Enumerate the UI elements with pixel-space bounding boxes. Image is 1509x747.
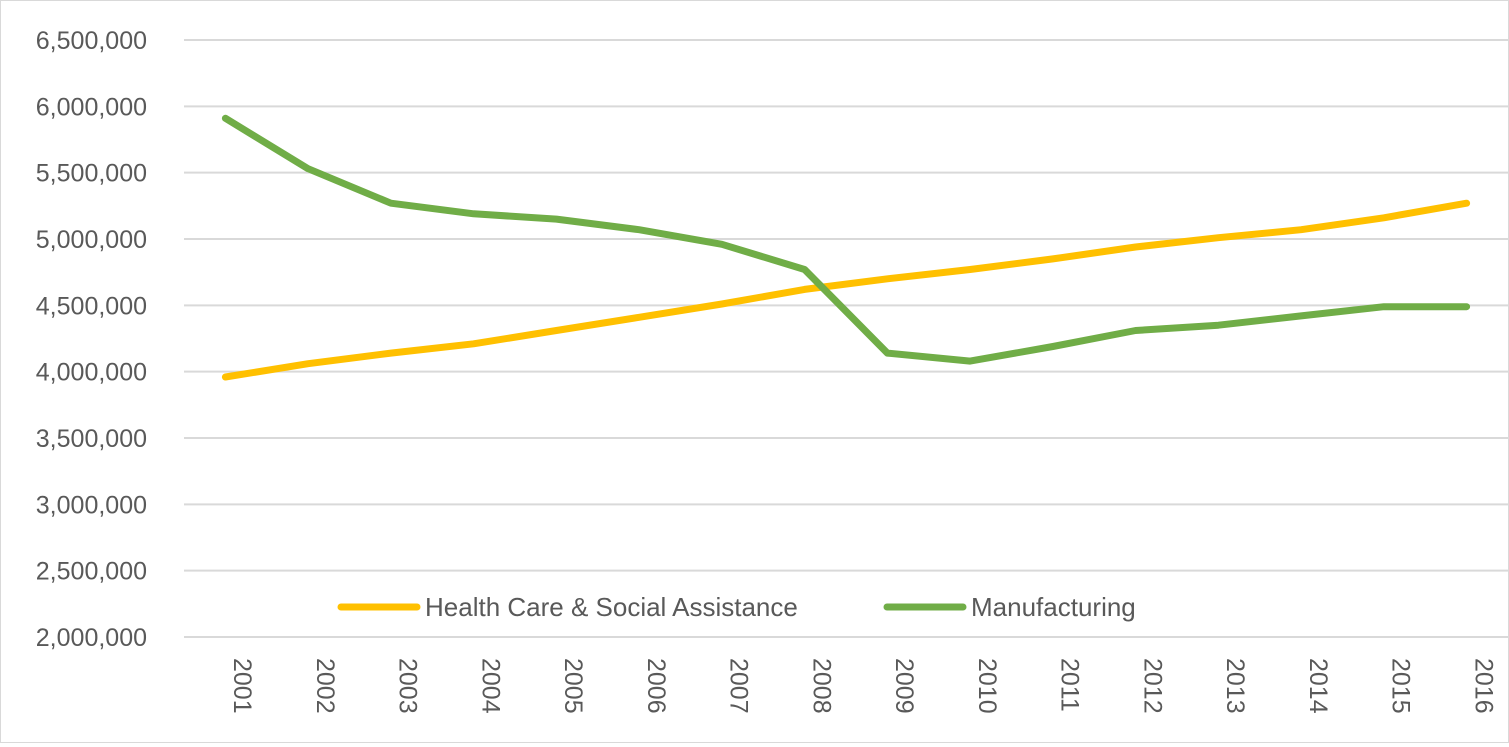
data-point	[718, 241, 725, 248]
x-tick-label: 2005	[559, 658, 587, 714]
y-tick-label: 5,500,000	[36, 160, 147, 188]
data-point	[1463, 200, 1470, 207]
y-tick-label: 6,500,000	[36, 27, 147, 55]
y-tick-label: 4,000,000	[36, 359, 147, 387]
data-point	[884, 275, 891, 282]
data-point	[553, 327, 560, 334]
x-tick-label: 2003	[394, 658, 422, 714]
x-tick-label: 2015	[1387, 658, 1415, 714]
y-tick-label: 4,500,000	[36, 292, 147, 320]
data-point	[1298, 226, 1305, 233]
data-point	[1132, 327, 1139, 334]
series-lines	[221, 114, 1471, 381]
data-point	[470, 340, 477, 347]
y-tick-label: 3,500,000	[36, 425, 147, 453]
y-tick-label: 2,500,000	[36, 558, 147, 586]
data-point	[1298, 312, 1305, 319]
x-axis: 2001 2002 2003 2004 2005 2006 2007 2008 2009 2010…	[228, 658, 1497, 714]
data-point	[553, 216, 560, 223]
legend: Health Care & Social Assistance Manufactu…	[337, 592, 1136, 622]
data-point	[1380, 214, 1387, 221]
data-point	[470, 210, 477, 217]
data-point	[1049, 343, 1056, 350]
x-tick-label: 2008	[807, 658, 835, 714]
data-point	[1463, 303, 1470, 310]
x-tick-label: 2012	[1138, 658, 1166, 714]
x-tick-label: 2016	[1469, 658, 1497, 714]
data-point	[884, 350, 891, 357]
data-point	[222, 115, 229, 122]
x-tick-label: 2009	[890, 658, 918, 714]
y-tick-label: 2,000,000	[36, 624, 147, 652]
y-tick-label: 3,000,000	[36, 491, 147, 519]
data-point	[636, 226, 643, 233]
data-point	[1215, 322, 1222, 329]
x-tick-label: 2011	[1056, 658, 1084, 712]
x-tick-label: 2007	[725, 658, 753, 714]
x-tick-label: 2010	[973, 658, 1001, 714]
x-tick-label: 2006	[642, 658, 670, 714]
y-axis: 2,000,000 2,500,000 3,000,000 3,500,000 4,00…	[36, 27, 147, 652]
x-tick-label: 2001	[228, 658, 256, 714]
data-point	[967, 358, 974, 365]
data-point	[636, 314, 643, 321]
data-point	[305, 165, 312, 172]
x-tick-label: 2013	[1221, 658, 1249, 714]
legend-label: Manufacturing	[971, 592, 1136, 622]
data-point	[305, 360, 312, 367]
y-tick-label: 5,000,000	[36, 226, 147, 254]
data-point	[801, 266, 808, 273]
data-point	[801, 286, 808, 293]
series-line-manufacturing	[221, 114, 1471, 365]
gridlines	[184, 39, 1508, 638]
x-tick-label: 2004	[476, 658, 504, 714]
x-tick-label: 2014	[1304, 658, 1332, 714]
data-point	[1049, 255, 1056, 262]
data-point	[1132, 243, 1139, 250]
x-tick-label: 2002	[311, 658, 339, 714]
legend-label: Health Care & Social Assistance	[425, 592, 798, 622]
y-tick-label: 6,000,000	[36, 93, 147, 121]
data-point	[222, 373, 229, 380]
data-point	[1380, 303, 1387, 310]
series-line-health-care	[221, 199, 1471, 381]
data-point	[718, 301, 725, 308]
data-point	[967, 266, 974, 273]
data-point	[1215, 234, 1222, 241]
data-point	[387, 200, 394, 207]
data-point	[387, 350, 394, 357]
